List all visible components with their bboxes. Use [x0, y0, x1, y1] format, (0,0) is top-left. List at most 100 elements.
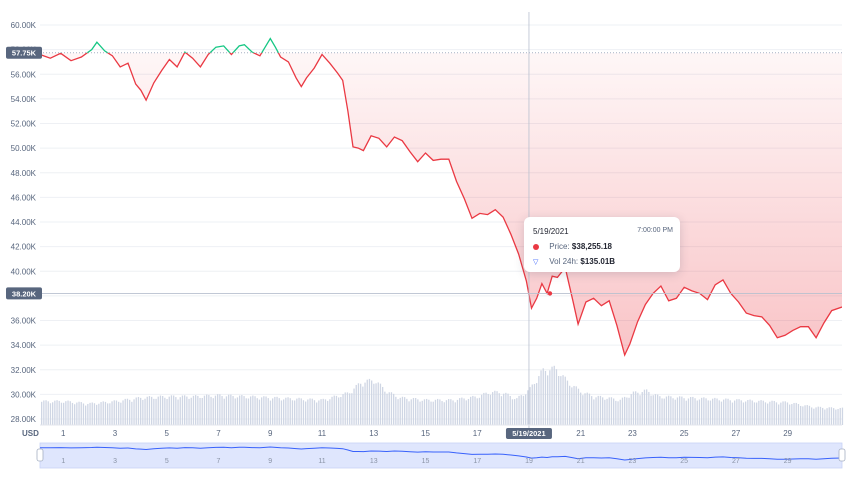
volume-bar [793, 402, 795, 425]
volume-bar [228, 394, 230, 425]
volume-bar [87, 403, 89, 425]
volume-bar [283, 399, 285, 425]
volume-bar [221, 396, 223, 425]
volume-bar [610, 397, 613, 425]
volume-bar [390, 392, 393, 425]
volume-bar [621, 397, 624, 425]
x-tick-label: 1 [61, 429, 66, 438]
navigator-selection[interactable] [39, 442, 843, 469]
volume-bar [542, 368, 544, 425]
volume-bar [635, 391, 637, 425]
volume-bar [421, 400, 423, 425]
volume-bar [263, 396, 265, 425]
volume-bar [503, 393, 505, 425]
volume-bar [573, 385, 575, 425]
hover-price-pill-bg [6, 287, 42, 300]
volume-bar [223, 398, 225, 425]
range-navigator[interactable]: 1 3 5 7 9 11 13 15 17 19 21 23 25 27 29 [36, 442, 846, 469]
volume-bar [355, 384, 357, 425]
volume-bar [177, 399, 179, 425]
volume-bar [729, 400, 731, 425]
volume-bar [298, 397, 300, 425]
volume-bar [679, 396, 681, 425]
volume-bar [454, 402, 456, 425]
volume-bar [379, 383, 382, 425]
volume-bar [505, 392, 507, 425]
volume-bar [71, 402, 74, 425]
volume-bar [45, 400, 47, 425]
volume-bar [430, 401, 432, 425]
volume-bar [254, 396, 256, 425]
volume-bar [456, 399, 459, 425]
volume-bar [404, 397, 406, 425]
volume-bar [322, 398, 324, 425]
volume-bar [395, 396, 397, 425]
volume-bar [203, 395, 206, 425]
volume-bar [151, 396, 153, 425]
volume-bar [82, 403, 85, 425]
volume-bar [602, 397, 604, 425]
volume-bar [775, 402, 778, 425]
navigator-left-handle[interactable] [36, 448, 44, 462]
volume-bar [318, 400, 320, 425]
volume-bar [767, 403, 769, 425]
y-tick-label: 36.00K [11, 317, 37, 326]
volume-bar [357, 383, 360, 425]
volume-bar [417, 399, 419, 425]
volume-bar [470, 396, 472, 425]
volume-bar [806, 405, 808, 425]
volume-bar [533, 383, 536, 425]
volume-bar [828, 407, 830, 425]
navigator-tick-label: 1 [61, 458, 65, 465]
volume-bar [663, 398, 665, 425]
volume-bar [104, 401, 107, 425]
volume-bar [375, 383, 377, 425]
volume-bar [811, 407, 813, 425]
x-tick-label: 25 [680, 429, 689, 438]
volume-bar [426, 398, 428, 425]
navigator-tick-label: 19 [525, 458, 533, 465]
volume-bar [780, 402, 782, 425]
volume-bar [219, 394, 221, 425]
volume-bar [498, 393, 500, 425]
volume-bar [738, 399, 740, 425]
volume-bar [269, 400, 272, 425]
volume-bar [522, 395, 525, 425]
volume-bar [562, 375, 564, 425]
volume-bar [670, 396, 672, 425]
x-tick-label: 29 [783, 429, 792, 438]
x-tick-label: 15 [421, 429, 430, 438]
volume-bar [423, 399, 426, 425]
volume-bar [745, 401, 747, 425]
volume-bar [461, 397, 463, 425]
volume-bar [795, 402, 797, 425]
volume-bar [135, 397, 137, 425]
volume-bar [731, 402, 734, 425]
volume-bar [342, 394, 344, 425]
x-tick-label: 7 [216, 429, 221, 438]
volume-bar [489, 394, 492, 425]
volume-bar [819, 406, 822, 425]
volume-bar [531, 384, 533, 425]
volume-bar [604, 399, 606, 425]
volume-bar [617, 401, 619, 425]
volume-bar [771, 400, 773, 425]
volume-bar [287, 397, 289, 425]
volume-bar [360, 383, 362, 425]
navigator-right-handle[interactable] [838, 448, 846, 462]
volume-bar [538, 376, 540, 425]
volume-bar [826, 408, 828, 425]
volume-bar [377, 382, 379, 425]
volume-bar [782, 401, 784, 425]
tooltip-volume-value: $135.01B [580, 257, 616, 266]
volume-bar [637, 392, 639, 425]
tooltip-time: 7:00:00 PM [637, 227, 673, 234]
volume-bar [450, 399, 452, 425]
volume-bar [694, 398, 696, 425]
volume-bar [190, 397, 192, 425]
volume-bar [474, 396, 476, 425]
volume-bar [133, 399, 135, 425]
volume-bar [705, 398, 707, 425]
